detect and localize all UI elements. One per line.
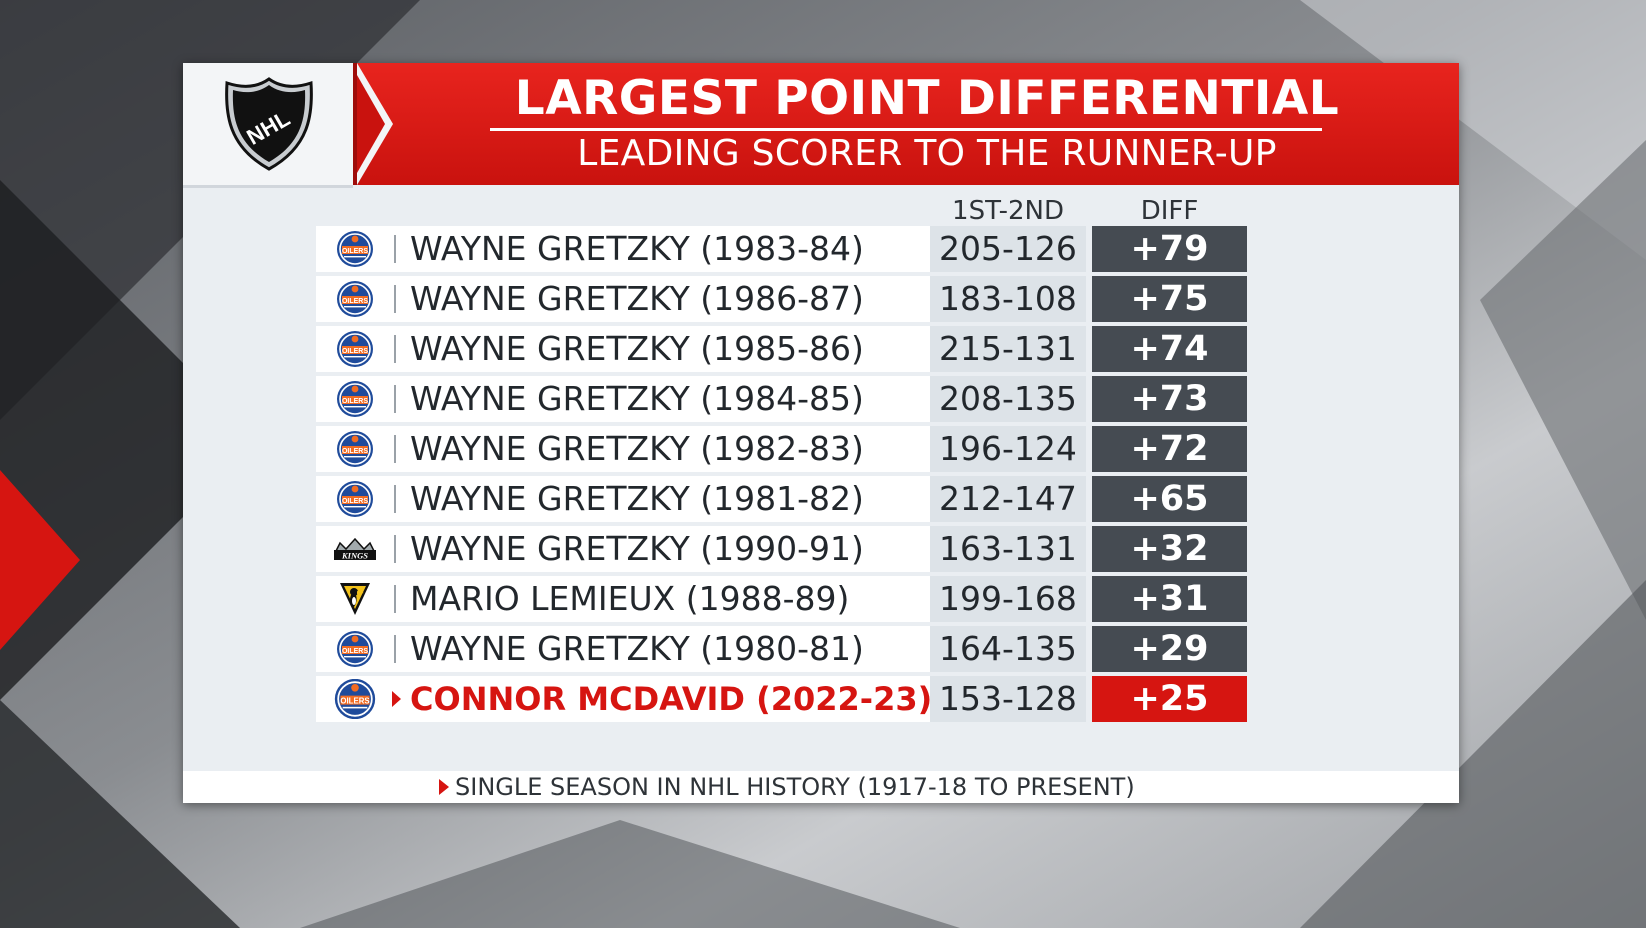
oilers-logo-icon: OILERS <box>330 479 380 519</box>
oilers-logo-icon: OILERS <box>330 678 380 720</box>
table-row: MARIO LEMIEUX (1988-89) 199-168 +31 <box>316 576 1247 622</box>
player-cell: OILERS WAYNE GRETZKY (1981-82) <box>316 476 930 522</box>
nhl-logo-box: NHL <box>183 63 353 188</box>
player-cell: OILERS WAYNE GRETZKY (1986-87) <box>316 276 930 322</box>
player-name: WAYNE GRETZKY (1985-86) <box>410 329 864 368</box>
table-row: OILERS CONNOR MCDAVID (2022-23) 153-128 +25 <box>316 676 1247 722</box>
penguins-logo-icon <box>330 579 380 619</box>
team-logo-text: OILERS <box>342 498 368 505</box>
oilers-logo-icon: OILERS <box>330 379 380 419</box>
diff-cell: +25 <box>1092 676 1247 722</box>
diff-cell: +29 <box>1092 626 1247 672</box>
chevron-right-icon <box>357 63 393 185</box>
player-name: WAYNE GRETZKY (1986-87) <box>410 279 864 318</box>
diff-cell: +74 <box>1092 326 1247 372</box>
row-separator <box>394 435 396 463</box>
diff-cell: +72 <box>1092 426 1247 472</box>
page-title: LARGEST POINT DIFFERENTIAL <box>514 71 1340 126</box>
player-cell: OILERS CONNOR MCDAVID (2022-23) <box>316 676 933 722</box>
player-name: WAYNE GRETZKY (1984-85) <box>410 379 864 418</box>
table-row: OILERS WAYNE GRETZKY (1984-85) 208-135 +73 <box>316 376 1247 422</box>
header-banner: LARGEST POINT DIFFERENTIAL LEADING SCORE… <box>353 63 1459 185</box>
player-name: WAYNE GRETZKY (1981-82) <box>410 479 864 518</box>
diff-cell: +31 <box>1092 576 1247 622</box>
row-separator <box>394 235 396 263</box>
footer-note: SINGLE SEASON IN NHL HISTORY (1917-18 TO… <box>183 771 1459 803</box>
team-logo-text: OILERS <box>340 696 369 705</box>
table-row: OILERS WAYNE GRETZKY (1985-86) 215-131 +74 <box>316 326 1247 372</box>
player-cell: OILERS WAYNE GRETZKY (1980-81) <box>316 626 930 672</box>
column-header-points: 1ST-2ND <box>952 196 1064 226</box>
team-logo-text: KINGS <box>341 551 368 561</box>
points-cell: 163-131 <box>930 526 1086 572</box>
table-row: OILERS WAYNE GRETZKY (1980-81) 164-135 +29 <box>316 626 1247 672</box>
diff-cell: +65 <box>1092 476 1247 522</box>
points-cell: 205-126 <box>930 226 1086 272</box>
points-cell: 153-128 <box>930 676 1086 722</box>
row-separator <box>394 385 396 413</box>
oilers-logo-icon: OILERS <box>330 329 380 369</box>
column-header-diff: DIFF <box>1140 196 1199 226</box>
oilers-logo-icon: OILERS <box>330 429 380 469</box>
player-cell: OILERS WAYNE GRETZKY (1982-83) <box>316 426 930 472</box>
table-row: OILERS WAYNE GRETZKY (1982-83) 196-124 +72 <box>316 426 1247 472</box>
diff-cell: +79 <box>1092 226 1247 272</box>
row-separator <box>394 635 396 663</box>
row-separator <box>394 535 396 563</box>
player-name: WAYNE GRETZKY (1982-83) <box>410 429 864 468</box>
triangle-bullet-icon <box>439 779 449 795</box>
points-cell: 215-131 <box>930 326 1086 372</box>
player-name: WAYNE GRETZKY (1990-91) <box>410 529 864 568</box>
row-separator <box>394 485 396 513</box>
oilers-logo-icon: OILERS <box>330 229 380 269</box>
player-cell: OILERS WAYNE GRETZKY (1984-85) <box>316 376 930 422</box>
page-subtitle: LEADING SCORER TO THE RUNNER-UP <box>577 133 1277 174</box>
team-logo-text: OILERS <box>342 348 368 355</box>
team-logo-text: OILERS <box>342 298 368 305</box>
row-separator <box>394 285 396 313</box>
diff-cell: +32 <box>1092 526 1247 572</box>
highlight-marker-icon <box>392 691 401 707</box>
team-logo-text: OILERS <box>342 248 368 255</box>
team-logo-text: OILERS <box>342 648 368 655</box>
player-cell: OILERS WAYNE GRETZKY (1985-86) <box>316 326 930 372</box>
points-cell: 196-124 <box>930 426 1086 472</box>
row-separator <box>394 335 396 363</box>
oilers-logo-icon: OILERS <box>330 279 380 319</box>
stats-card: NHL LARGEST POINT DIFFERENTIAL LEADING S… <box>183 63 1459 803</box>
title-divider <box>490 128 1322 131</box>
footer-text: SINGLE SEASON IN NHL HISTORY (1917-18 TO… <box>455 773 1135 801</box>
points-cell: 164-135 <box>930 626 1086 672</box>
points-cell: 212-147 <box>930 476 1086 522</box>
player-name: WAYNE GRETZKY (1983-84) <box>410 229 864 268</box>
table-row: KINGS WAYNE GRETZKY (1990-91) 163-131 +32 <box>316 526 1247 572</box>
player-name: WAYNE GRETZKY (1980-81) <box>410 629 864 668</box>
table-row: OILERS WAYNE GRETZKY (1983-84) 205-126 +79 <box>316 226 1247 272</box>
player-cell: OILERS WAYNE GRETZKY (1983-84) <box>316 226 930 272</box>
table-row: OILERS WAYNE GRETZKY (1986-87) 183-108 +75 <box>316 276 1247 322</box>
player-cell: KINGS WAYNE GRETZKY (1990-91) <box>316 526 930 572</box>
player-cell: MARIO LEMIEUX (1988-89) <box>316 576 930 622</box>
kings-logo-icon: KINGS <box>330 529 380 569</box>
diff-cell: +75 <box>1092 276 1247 322</box>
oilers-logo-icon: OILERS <box>330 629 380 669</box>
points-cell: 183-108 <box>930 276 1086 322</box>
points-cell: 208-135 <box>930 376 1086 422</box>
player-name: MARIO LEMIEUX (1988-89) <box>410 579 850 618</box>
nhl-shield-icon: NHL <box>225 77 313 171</box>
diff-cell: +73 <box>1092 376 1247 422</box>
player-name: CONNOR MCDAVID (2022-23) <box>410 680 933 718</box>
team-logo-text: OILERS <box>342 398 368 405</box>
table-row: OILERS WAYNE GRETZKY (1981-82) 212-147 +65 <box>316 476 1247 522</box>
team-logo-text: OILERS <box>342 448 368 455</box>
row-separator <box>394 585 396 613</box>
points-cell: 199-168 <box>930 576 1086 622</box>
